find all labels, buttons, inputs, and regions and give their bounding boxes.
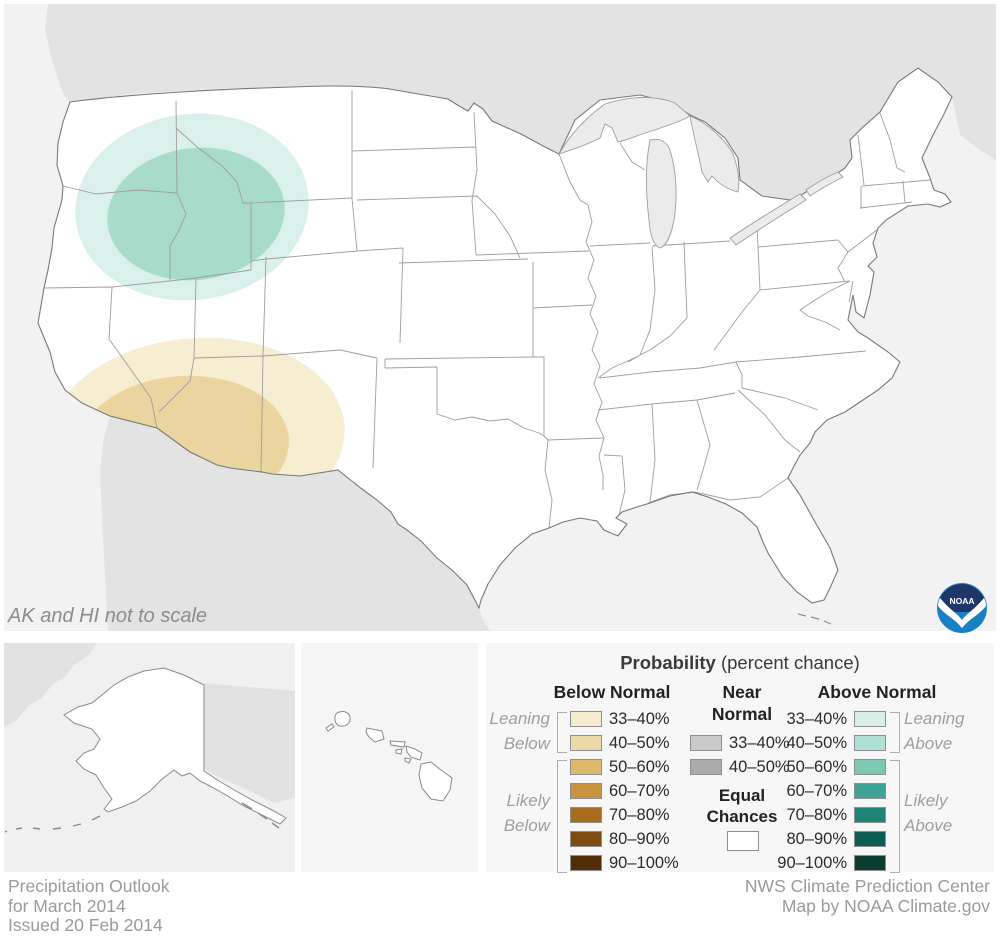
legend-equal-chances-swatch	[727, 831, 759, 851]
legend-row: 33–40%	[690, 735, 790, 751]
legend-row: 60–70%	[734, 783, 886, 799]
noaa-logo-gull	[938, 598, 986, 628]
great-lakes	[557, 97, 844, 249]
legend-row: 33–40%	[570, 711, 679, 727]
legend-row: 70–80%	[734, 807, 886, 823]
canada-landmass-ak	[204, 683, 295, 803]
noaa-logo-text: NOAA	[949, 596, 974, 606]
state-borders	[43, 90, 931, 529]
legend-row: 40–50%	[570, 735, 679, 751]
legend-row: 60–70%	[570, 783, 679, 799]
legend-row-label: 60–70%	[609, 782, 670, 800]
legend-row-label: 70–80%	[609, 806, 670, 824]
legend-swatch	[854, 759, 886, 775]
legend-row-label: 80–90%	[609, 830, 670, 848]
legend-header-below-normal: Below Normal	[553, 682, 671, 702]
legend-swatch	[854, 783, 886, 799]
legend-row: 90–100%	[734, 855, 886, 871]
region-above-40-50	[107, 147, 285, 281]
footer-line: Precipitation Outlook	[8, 876, 170, 896]
legend-row-label: 60–70%	[786, 782, 847, 800]
legend-swatch	[570, 711, 602, 727]
annotation-leaning-below: Leaning Below	[489, 709, 550, 753]
legend-swatch	[854, 855, 886, 871]
legend-row-label: 40–50%	[609, 734, 670, 752]
hawaii-inset-map	[301, 643, 478, 872]
footer-outlook-caption: Precipitation Outlook for March 2014 Iss…	[8, 876, 170, 936]
bracket-leaning-below	[557, 712, 567, 753]
legend-equal-chances-label: Equal Chances	[706, 786, 778, 826]
legend-swatch	[570, 783, 602, 799]
canada-landmass	[45, 4, 996, 200]
legend-swatch	[854, 735, 886, 751]
legend-column-near: 33–40% 40–50%	[690, 735, 790, 775]
map-scale-note: AK and HI not to scale	[8, 605, 208, 627]
legend-row: 80–90%	[734, 831, 886, 847]
footer-line: Issued 20 Feb 2014	[8, 915, 163, 935]
legend-header-near-normal: Near Normal	[711, 682, 773, 724]
legend-swatch	[570, 831, 602, 847]
legend-row-label: 80–90%	[786, 830, 847, 848]
legend-row-label: 50–60%	[786, 758, 847, 776]
legend-row: 40–50%	[690, 759, 790, 775]
legend-row: 50–60%	[570, 759, 679, 775]
annotation-leaning-above: Leaning Above	[904, 709, 965, 753]
bracket-likely-above	[890, 760, 900, 873]
annotation-likely-above: Likely Above	[904, 791, 953, 835]
legend-row: 90–100%	[570, 855, 679, 871]
hawaii-islands	[325, 711, 453, 802]
legend-row-label: 33–40%	[786, 710, 847, 728]
hawaii-inset-panel	[301, 643, 478, 872]
legend-row: 50–60%	[734, 759, 886, 775]
legend-title-bold: Probability	[620, 652, 716, 673]
conus-map	[4, 4, 996, 631]
legend-row-label: 50–60%	[609, 758, 670, 776]
legend-row-label: 70–80%	[786, 806, 847, 824]
conus-map-panel: AK and HI not to scale NOAA	[4, 4, 996, 634]
alaska-inset-panel	[4, 643, 295, 872]
legend-swatch	[570, 855, 602, 871]
legend-column-above: 33–40% 40–50% 50–60% 60–70% 70–80% 80–90% 90–1…	[734, 711, 886, 871]
bracket-leaning-above	[890, 712, 900, 753]
legend-row-label: 33–40%	[729, 734, 790, 752]
legend-row-label: 40–50%	[729, 758, 790, 776]
bracket-likely-below	[557, 760, 567, 873]
legend-header-above-normal: Above Normal	[817, 682, 937, 702]
legend-title-rest: (percent chance)	[715, 652, 860, 673]
florida-keys	[797, 613, 832, 625]
footer-line: for March 2014	[8, 895, 126, 916]
legend-swatch	[570, 759, 602, 775]
legend-row: 70–80%	[570, 807, 679, 823]
legend-swatch	[854, 831, 886, 847]
legend-row-label: 90–100%	[609, 854, 679, 872]
noaa-logo-sky	[940, 584, 984, 612]
footer-credit-caption: NWS Climate Prediction Center Map by NOA…	[744, 876, 990, 916]
russia-landmass	[4, 643, 97, 727]
legend-swatch	[690, 759, 722, 775]
legend-swatch	[854, 711, 886, 727]
noaa-logo: NOAA	[936, 582, 988, 634]
alaska-inset-map	[4, 643, 295, 872]
legend-swatch	[570, 735, 602, 751]
legend-swatch	[854, 807, 886, 823]
legend-column-below: 33–40% 40–50% 50–60% 60–70% 70–80% 80–90% 90–1…	[570, 711, 679, 871]
footer-line: Map by NOAA Climate.gov	[781, 895, 990, 916]
legend-row-label: 40–50%	[786, 734, 847, 752]
legend-row: 80–90%	[570, 831, 679, 847]
legend-title: Probability (percent chance)	[486, 652, 994, 674]
legend-swatch	[570, 807, 602, 823]
legend-row: 40–50%	[734, 735, 886, 751]
annotation-likely-below: Likely Below	[503, 791, 550, 835]
panhandle-islands	[241, 802, 280, 829]
legend-row: 33–40%	[734, 711, 886, 727]
legend-swatch	[690, 735, 722, 751]
legend-row-label: 33–40%	[609, 710, 670, 728]
legend-panel: Probability (percent chance) Below Norma…	[486, 643, 994, 873]
legend-row-label: 90–100%	[777, 854, 847, 872]
alaska-landmass	[63, 667, 287, 825]
aleutian-islands	[4, 815, 101, 833]
footer-line: NWS Climate Prediction Center	[744, 876, 990, 896]
mexico-landmass	[100, 416, 490, 631]
